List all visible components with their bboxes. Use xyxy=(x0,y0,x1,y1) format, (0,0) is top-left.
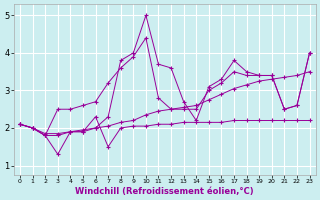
X-axis label: Windchill (Refroidissement éolien,°C): Windchill (Refroidissement éolien,°C) xyxy=(76,187,254,196)
